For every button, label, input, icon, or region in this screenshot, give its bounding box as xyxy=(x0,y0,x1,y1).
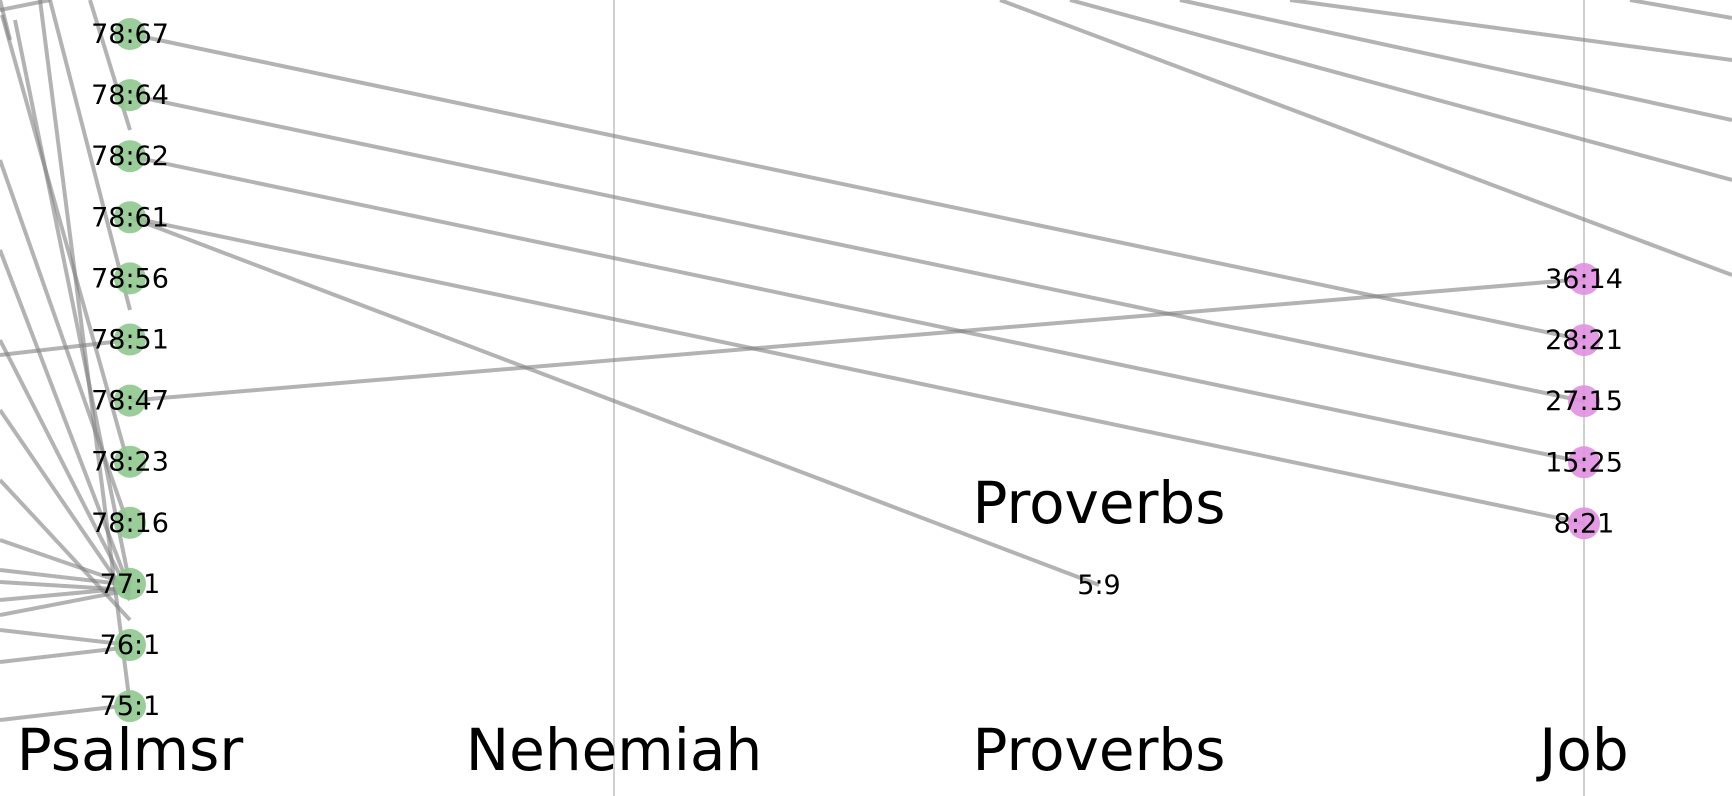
psalms-node-78-67[interactable] xyxy=(114,18,146,50)
psalms-node-label-78-64: 78:64 xyxy=(91,80,169,111)
offscreen-link xyxy=(0,338,131,357)
psalms-node-78-23[interactable] xyxy=(114,445,146,478)
job-verse-nodes: 36:14 28:21 27:15 15:25 8:21 xyxy=(1545,263,1623,540)
psalms-node-label-75-1: 75:1 xyxy=(100,691,161,722)
job-node-label-28-21: 28:21 xyxy=(1545,325,1623,356)
psalms-node-75-1[interactable] xyxy=(114,690,146,723)
offscreen-link xyxy=(0,628,131,647)
psalms-node-label-78-56: 78:56 xyxy=(91,263,169,294)
offscreen-link xyxy=(48,0,132,311)
offscreen-link xyxy=(0,339,132,596)
offscreen-link xyxy=(1629,0,1732,20)
proverbs-group-label: Proverbs xyxy=(973,469,1226,537)
job-node-15-25[interactable] xyxy=(1568,446,1600,479)
offscreen-link xyxy=(0,586,131,602)
column-label-psalms: Psalmsr xyxy=(17,716,244,784)
job-node-label-8-21: 8:21 xyxy=(1554,508,1615,539)
link-78-61-to-8-21 xyxy=(129,215,1585,526)
psalms-node-78-51[interactable] xyxy=(114,323,146,356)
offscreen-link xyxy=(0,14,132,471)
offscreen-link xyxy=(0,538,131,587)
job-node-label-27-15: 27:15 xyxy=(1545,386,1623,417)
psalms-node-label-77-1: 77:1 xyxy=(100,569,161,600)
job-node-label-36-14: 36:14 xyxy=(1545,264,1623,295)
psalms-node-label-78-61: 78:61 xyxy=(91,202,169,233)
offscreen-link xyxy=(0,408,132,602)
link-78-47-to-36-14 xyxy=(129,277,1585,403)
offscreen-link xyxy=(0,703,131,722)
job-node-28-21[interactable] xyxy=(1568,324,1600,357)
psalms-node-label-78-47: 78:47 xyxy=(91,386,169,417)
job-node-label-15-25: 15:25 xyxy=(1545,447,1623,478)
offscreen-link xyxy=(0,588,131,617)
job-node-36-14[interactable] xyxy=(1568,263,1600,295)
offscreen-link xyxy=(1179,0,1732,122)
psalms-node-label-78-16: 78:16 xyxy=(91,508,169,539)
psalms-node-label-78-23: 78:23 xyxy=(91,447,169,478)
psalms-node-77-1[interactable] xyxy=(114,567,146,600)
proverbs-node-label-5-9: 5:9 xyxy=(1077,570,1120,601)
psalms-node-label-76-1: 76:1 xyxy=(100,630,161,661)
psalms-node-78-62[interactable] xyxy=(114,140,146,173)
column-label-proverbs: Proverbs xyxy=(973,716,1226,784)
proverbs-verse-nodes: 5:9 xyxy=(1077,570,1120,601)
verse-links xyxy=(129,32,1585,587)
psalms-node-78-16[interactable] xyxy=(114,506,146,539)
psalms-node-78-64[interactable] xyxy=(114,79,146,112)
offscreen-link xyxy=(999,0,1732,277)
offscreen-link xyxy=(1069,0,1732,182)
link-78-62-to-15-25 xyxy=(129,154,1585,465)
offscreen-link xyxy=(1289,0,1732,62)
offscreen-link xyxy=(0,568,131,587)
job-node-8-21[interactable] xyxy=(1568,507,1600,540)
psalms-node-label-78-67: 78:67 xyxy=(91,19,169,50)
psalms-node-78-61[interactable] xyxy=(114,201,146,234)
job-node-27-15[interactable] xyxy=(1568,385,1600,418)
psalms-node-78-56[interactable] xyxy=(114,262,146,295)
psalms-node-78-47[interactable] xyxy=(114,384,146,417)
column-label-job: Job xyxy=(1536,716,1628,784)
link-78-64-to-27-15 xyxy=(129,93,1585,404)
offscreen-link xyxy=(0,478,132,622)
psalms-verse-nodes: 78:67 78:64 78:62 78:61 78:56 78:51 78:47 78:23… xyxy=(91,18,169,723)
offscreen-link xyxy=(13,19,132,586)
psalms-node-label-78-51: 78:51 xyxy=(91,325,169,356)
column-label-nehemiah: Nehemiah xyxy=(466,716,762,784)
link-78-61-to-5-9 xyxy=(129,215,1100,587)
psalms-node-label-78-62: 78:62 xyxy=(91,141,169,172)
link-78-67-to-28-21 xyxy=(129,32,1585,343)
offscreen-link xyxy=(0,645,131,664)
offscreen-link xyxy=(0,159,132,531)
psalms-node-76-1[interactable] xyxy=(114,629,146,661)
